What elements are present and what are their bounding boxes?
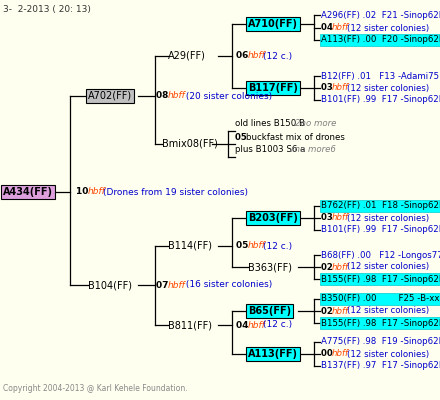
Text: Copyright 2004-2013 @ Karl Kehele Foundation.: Copyright 2004-2013 @ Karl Kehele Founda… [3, 384, 187, 393]
Text: hbff: hbff [332, 306, 349, 316]
Text: rno more6: rno more6 [291, 146, 336, 154]
Text: 2no more: 2no more [294, 120, 336, 128]
Text: buckfast mix of drones: buckfast mix of drones [246, 132, 345, 142]
Text: 02: 02 [321, 262, 336, 272]
Text: A434(FF): A434(FF) [3, 187, 53, 197]
Text: 04: 04 [321, 24, 336, 32]
Text: old lines B150 B: old lines B150 B [235, 120, 305, 128]
Text: hbff: hbff [332, 214, 349, 222]
Text: B203(FF): B203(FF) [248, 213, 298, 223]
Text: (12 c.): (12 c.) [263, 320, 293, 330]
Text: (12 c.): (12 c.) [263, 52, 293, 60]
Text: B155(FF) .98  F17 -Sinop62R: B155(FF) .98 F17 -Sinop62R [321, 318, 440, 328]
Text: plus B1003 S6 a: plus B1003 S6 a [235, 146, 305, 154]
Text: B101(FF) .99  F17 -Sinop62R: B101(FF) .99 F17 -Sinop62R [321, 226, 440, 234]
Text: B363(FF): B363(FF) [248, 262, 292, 272]
Text: hbff: hbff [332, 262, 349, 272]
Text: A775(FF) .98  F19 -Sinop62R: A775(FF) .98 F19 -Sinop62R [321, 338, 440, 346]
Text: A710(FF): A710(FF) [248, 19, 298, 29]
Text: (Drones from 19 sister colonies): (Drones from 19 sister colonies) [103, 188, 248, 196]
Text: B12(FF) .01   F13 -Adami75R: B12(FF) .01 F13 -Adami75R [321, 72, 440, 80]
Text: B155(FF) .98  F17 -Sinop62R: B155(FF) .98 F17 -Sinop62R [321, 274, 440, 284]
Text: 03: 03 [321, 84, 336, 92]
Text: hbff: hbff [248, 320, 265, 330]
Text: Bmix08(FF): Bmix08(FF) [162, 139, 218, 149]
Text: 05: 05 [235, 132, 250, 142]
Text: (12 sister colonies): (12 sister colonies) [347, 306, 429, 316]
Text: B762(FF) .01  F18 -Sinop62R: B762(FF) .01 F18 -Sinop62R [321, 202, 440, 210]
Text: hbff: hbff [168, 280, 185, 290]
Text: (16 sister colonies): (16 sister colonies) [183, 280, 272, 290]
Text: B68(FF) .00   F12 -Longos77R: B68(FF) .00 F12 -Longos77R [321, 250, 440, 260]
Text: 05: 05 [236, 242, 252, 250]
Text: 02: 02 [321, 306, 336, 316]
Text: B811(FF): B811(FF) [168, 320, 212, 330]
Text: A296(FF) .02  F21 -Sinop62R: A296(FF) .02 F21 -Sinop62R [321, 10, 440, 20]
Text: A113(FF) .00  F20 -Sinop62R: A113(FF) .00 F20 -Sinop62R [321, 36, 440, 44]
Text: B65(FF): B65(FF) [248, 306, 291, 316]
Text: (12 c.): (12 c.) [263, 242, 293, 250]
Text: hbff: hbff [88, 188, 106, 196]
Text: hbff: hbff [332, 350, 349, 358]
Text: 10: 10 [76, 188, 92, 196]
Text: (20 sister colonies): (20 sister colonies) [183, 92, 272, 100]
Text: (12 sister colonies): (12 sister colonies) [347, 214, 429, 222]
Text: hbff: hbff [248, 52, 265, 60]
Text: B137(FF) .97  F17 -Sinop62R: B137(FF) .97 F17 -Sinop62R [321, 362, 440, 370]
Text: A702(FF): A702(FF) [88, 91, 132, 101]
Text: 3-  2-2013 ( 20: 13): 3- 2-2013 ( 20: 13) [3, 5, 91, 14]
Text: 00: 00 [321, 350, 336, 358]
Text: B101(FF) .99  F17 -Sinop62R: B101(FF) .99 F17 -Sinop62R [321, 96, 440, 104]
Text: hbff: hbff [332, 24, 349, 32]
Text: hbff: hbff [168, 92, 185, 100]
Text: (12 sister colonies): (12 sister colonies) [347, 350, 429, 358]
Text: 07: 07 [156, 280, 172, 290]
Text: B114(FF): B114(FF) [168, 241, 212, 251]
Text: 04: 04 [236, 320, 252, 330]
Text: (12 sister colonies): (12 sister colonies) [347, 84, 429, 92]
Text: B117(FF): B117(FF) [248, 83, 298, 93]
Text: 08: 08 [156, 92, 172, 100]
Text: hbff: hbff [332, 84, 349, 92]
Text: 03: 03 [321, 214, 336, 222]
Text: B350(FF) .00        F25 -B-xxx43: B350(FF) .00 F25 -B-xxx43 [321, 294, 440, 304]
Text: (12 sister colonies): (12 sister colonies) [347, 262, 429, 272]
Text: A113(FF): A113(FF) [248, 349, 298, 359]
Text: (12 sister colonies): (12 sister colonies) [347, 24, 429, 32]
Text: hbff: hbff [248, 242, 265, 250]
Text: 06: 06 [236, 52, 252, 60]
Text: B104(FF): B104(FF) [88, 280, 132, 290]
Text: A29(FF): A29(FF) [168, 51, 206, 61]
